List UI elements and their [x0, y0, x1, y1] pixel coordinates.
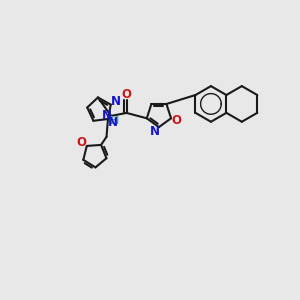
- Text: N: N: [108, 116, 118, 129]
- Text: O: O: [121, 88, 131, 101]
- Text: H: H: [110, 116, 119, 126]
- Text: O: O: [76, 136, 86, 149]
- Text: N: N: [110, 95, 121, 108]
- Text: O: O: [171, 114, 181, 127]
- Text: N: N: [102, 109, 112, 122]
- Text: N: N: [150, 125, 160, 138]
